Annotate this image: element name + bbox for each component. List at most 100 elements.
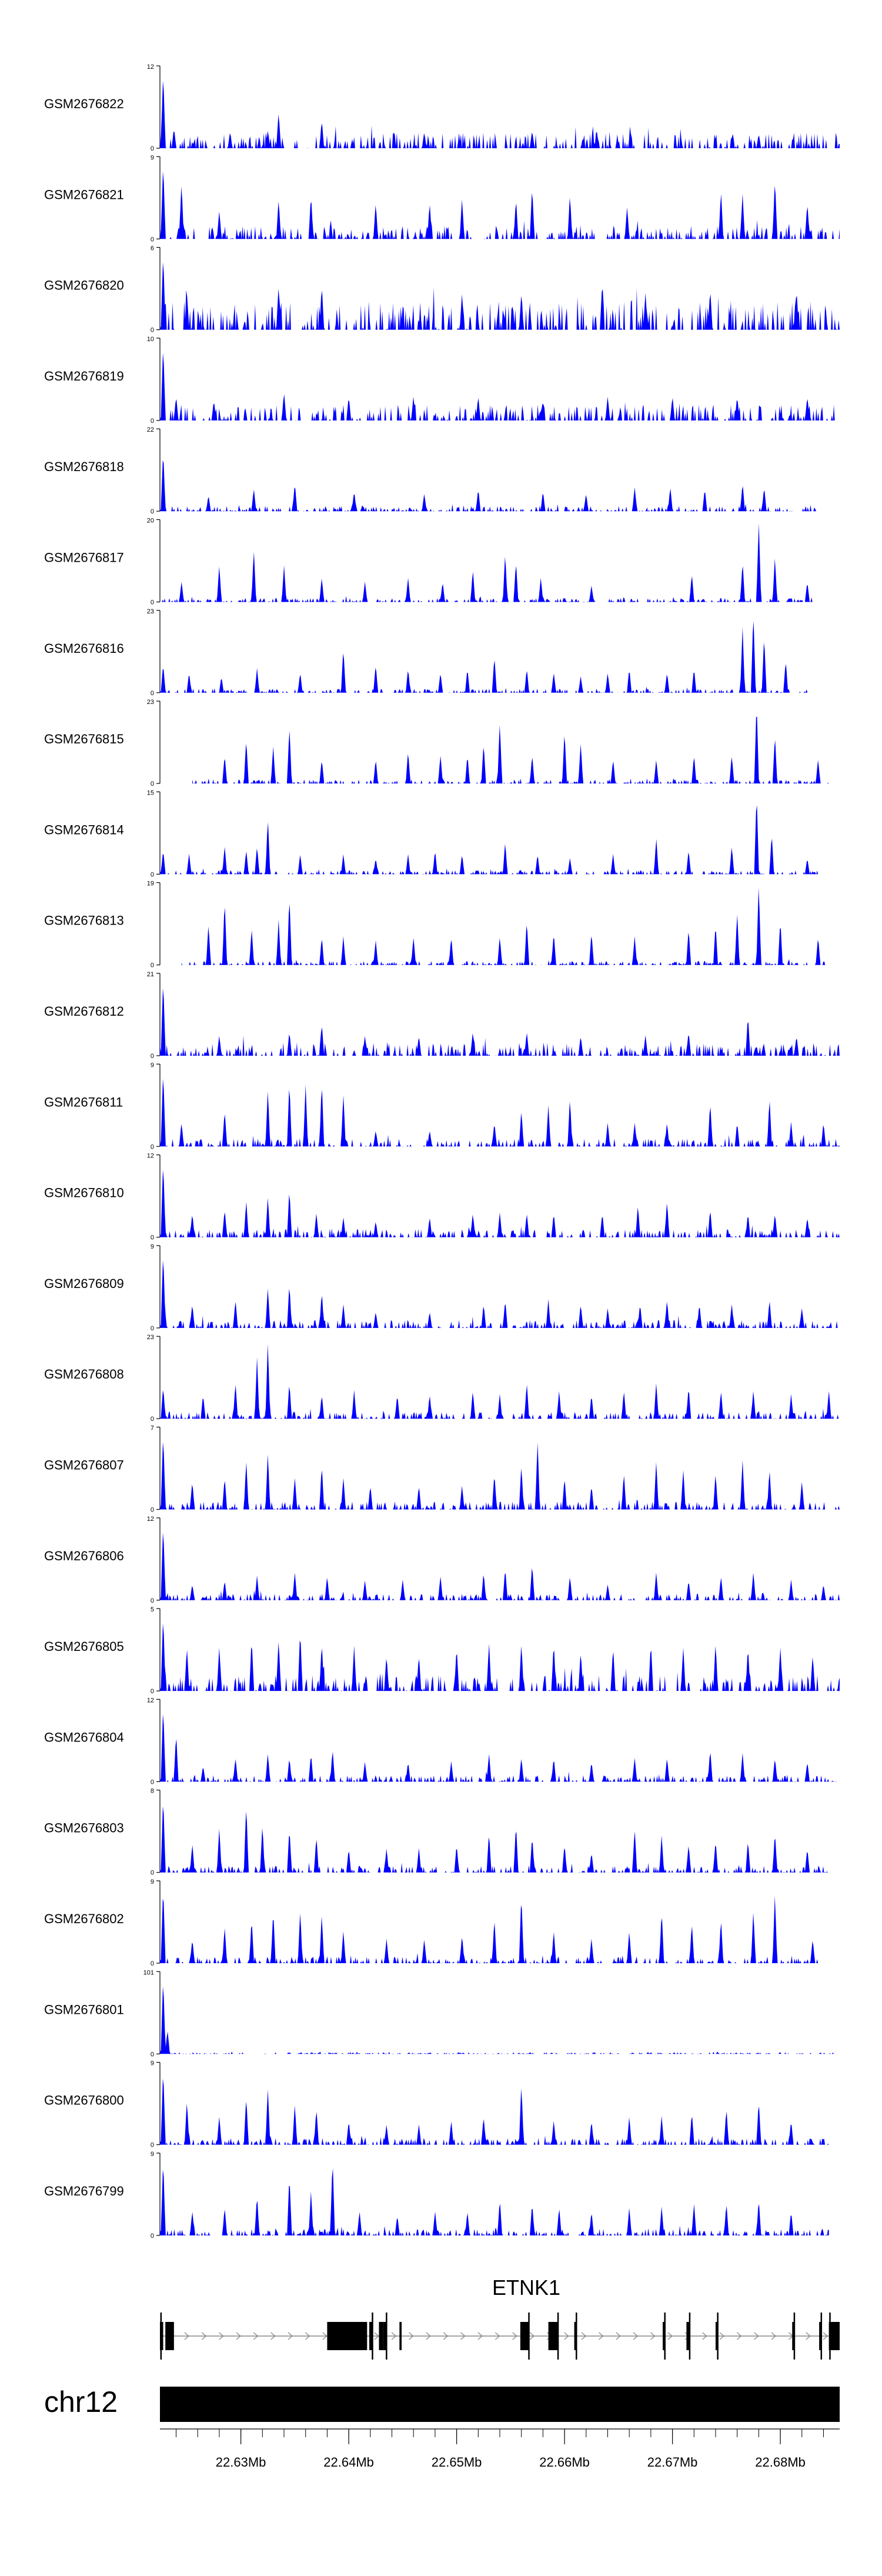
track-label: GSM2676813	[44, 913, 124, 928]
exon	[383, 2322, 387, 2350]
strand-arrow	[581, 2332, 587, 2340]
track-label: GSM2676822	[44, 96, 124, 111]
y-max-label: 23	[147, 1334, 154, 1341]
y-min-label: 0	[151, 236, 154, 243]
y-max-label: 9	[151, 1243, 154, 1250]
track-GSM2676801: GSM2676801 101 0	[44, 1969, 840, 2058]
genomic-axis: 22.63Mb 22.64Mb 22.65Mb 22.66Mb 22.67Mb 22.68…	[160, 2428, 840, 2470]
exon	[520, 2322, 529, 2350]
strand-arrow	[443, 2332, 449, 2340]
exon	[819, 2322, 821, 2350]
strand-arrow	[616, 2332, 621, 2340]
exon	[165, 2322, 174, 2350]
coverage-area	[160, 1896, 818, 1963]
track-GSM2676799: GSM2676799 9 0	[44, 2151, 829, 2240]
strand-arrow	[288, 2332, 293, 2340]
y-min-label: 0	[151, 327, 154, 334]
coverage-area	[160, 1806, 829, 1873]
y-min-label: 0	[151, 690, 154, 697]
strand-arrow	[667, 2332, 673, 2340]
x-tick-label: 22.67Mb	[647, 2455, 698, 2470]
coverage-area	[160, 1344, 840, 1419]
strand-arrow	[374, 2332, 379, 2340]
exon	[663, 2322, 665, 2350]
strand-arrow	[236, 2332, 241, 2340]
coverage-area	[160, 1623, 840, 1691]
y-max-label: 9	[151, 1062, 154, 1069]
y-min-label: 0	[151, 962, 154, 969]
coverage-area	[160, 1079, 840, 1147]
exon	[792, 2322, 794, 2350]
coverage-area	[160, 1169, 840, 1237]
exon	[548, 2322, 559, 2350]
y-max-label: 8	[151, 1788, 154, 1795]
strand-arrow	[270, 2332, 276, 2340]
track-label: GSM2676821	[44, 187, 124, 202]
coverage-area	[160, 2078, 829, 2145]
strand-arrow	[184, 2332, 189, 2340]
strand-arrow	[719, 2332, 724, 2340]
exon	[574, 2322, 577, 2350]
coverage-area	[160, 353, 840, 421]
coverage-area	[160, 1532, 840, 1600]
y-max-label: 23	[147, 699, 154, 706]
track-label: GSM2676801	[44, 2002, 124, 2017]
track-GSM2676803: GSM2676803 8 0	[44, 1788, 829, 1877]
y-max-label: 7	[151, 1425, 154, 1432]
y-max-label: 19	[147, 880, 154, 887]
track-label: GSM2676811	[44, 1095, 123, 1109]
y-min-label: 0	[151, 1416, 154, 1423]
track-label: GSM2676818	[44, 459, 124, 474]
strand-arrow	[477, 2332, 483, 2340]
coverage-area	[160, 1260, 840, 1328]
exon	[399, 2322, 402, 2350]
y-max-label: 22	[147, 426, 154, 433]
track-GSM2676812: GSM2676812 21 0	[44, 971, 840, 1060]
track-label: GSM2676807	[44, 1458, 124, 1473]
y-max-label: 12	[147, 1516, 154, 1523]
strand-arrow	[495, 2332, 500, 2340]
exon	[327, 2322, 368, 2350]
y-max-label: 21	[147, 971, 154, 978]
strand-arrow	[322, 2332, 328, 2340]
y-min-label: 0	[151, 1870, 154, 1877]
track-GSM2676820: GSM2676820 6 0	[44, 245, 840, 334]
y-max-label: 5	[151, 1606, 154, 1613]
track-GSM2676816: GSM2676816 23 0	[44, 608, 807, 697]
y-min-label: 0	[151, 508, 154, 515]
y-min-label: 0	[151, 1507, 154, 1514]
track-label: GSM2676812	[44, 1004, 124, 1019]
gene-model-track: ETNK1	[160, 2275, 840, 2360]
strand-arrow	[564, 2332, 569, 2340]
x-tick-label: 22.65Mb	[432, 2455, 482, 2470]
gene-label: ETNK1	[492, 2275, 560, 2300]
track-GSM2676800: GSM2676800 9 0	[44, 2060, 829, 2149]
chromosome-ideogram: chr12	[44, 2385, 840, 2422]
track-label: GSM2676808	[44, 1367, 124, 1382]
track-label: GSM2676819	[44, 369, 124, 383]
y-max-label: 12	[147, 1153, 154, 1160]
coverage-area	[160, 460, 818, 512]
y-max-label: 20	[147, 518, 154, 525]
y-min-label: 0	[151, 1143, 154, 1150]
coverage-area	[160, 1442, 840, 1510]
y-min-label: 0	[151, 2051, 154, 2058]
strand-arrow	[599, 2332, 604, 2340]
track-label: GSM2676814	[44, 822, 124, 837]
coverage-area	[160, 1714, 840, 1782]
strand-arrow	[529, 2332, 535, 2340]
strand-arrow	[409, 2332, 414, 2340]
x-tick-label: 22.66Mb	[539, 2455, 590, 2470]
coverage-tracks: GSM2676822120GSM267682190GSM267682060GSM…	[44, 64, 840, 2240]
strand-arrow	[823, 2332, 828, 2340]
track-label: GSM2676802	[44, 1911, 124, 1926]
track-GSM2676807: GSM2676807 7 0	[44, 1425, 840, 1514]
track-label: GSM2676804	[44, 1730, 124, 1744]
track-label: GSM2676815	[44, 732, 124, 746]
strand-arrow	[650, 2332, 656, 2340]
track-GSM2676815: GSM2676815 23 0	[44, 699, 829, 788]
track-GSM2676805: GSM2676805 5 0	[44, 1606, 840, 1695]
y-max-label: 101	[143, 1969, 154, 1976]
strand-arrow	[460, 2332, 466, 2340]
track-GSM2676822: GSM2676822 12 0	[44, 64, 840, 152]
